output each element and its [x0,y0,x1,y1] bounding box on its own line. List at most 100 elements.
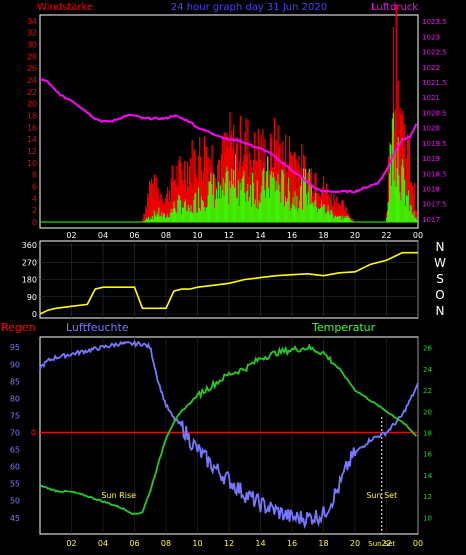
pressure-tick-label: 1022 [422,64,440,72]
pressure-tick-label: 1021.5 [422,79,447,87]
humidity-tick-label: 75 [10,411,20,420]
sunset-bottom-annotation: Sun Set [368,540,395,548]
compass-letter: N [436,240,445,254]
pressure-axis-title: Luftdruck [371,2,418,13]
wind-tick-label: 22 [27,88,37,97]
hour-label: 00 [413,231,423,240]
humidity-tick-label: 45 [10,514,20,523]
humidity-tick-label: 50 [10,497,20,506]
temperature-tick-label: 12 [423,493,432,501]
pressure-line [39,78,418,194]
humidity-tick-label: 70 [10,429,20,438]
wind-tick-label: 26 [27,64,37,73]
hour-label: 22 [381,231,391,240]
bottom-hour-label: 08 [161,539,171,548]
compass-letter: N [436,304,445,318]
sunrise-annotation: Sun Rise [101,491,136,500]
wind-tick-label: 12 [27,147,37,156]
humidity-tick-label: 85 [10,377,20,386]
rain-tick-label: 0 [31,429,36,438]
wind-tick-label: 20 [27,100,37,109]
compass-letter: O [435,288,444,302]
bottom-hour-label: 16 [287,539,297,548]
temperature-tick-label: 18 [423,430,432,438]
hour-label: 12 [224,231,234,240]
direction-tick-label: 180 [22,276,37,285]
graph-title: 24 hour graph day 31 Jun 2020 [171,2,327,13]
pressure-tick-label: 1023 [422,33,440,41]
tick-labels-layer: 024681012141618202224262830323410171017.… [10,17,447,548]
wind-axis-title: Windstärke [37,2,93,13]
direction-tick-label: 360 [22,241,37,250]
wind-tick-label: 10 [27,159,37,168]
bottom-hour-label: 18 [318,539,328,548]
temperature-line [39,343,418,516]
bottom-hour-label: 14 [255,539,265,548]
bottom-hour-label: 04 [98,539,108,548]
bottom-hour-label: 00 [413,539,423,548]
pressure-tick-label: 1017 [422,216,440,224]
hour-label: 18 [318,231,328,240]
humidity-tick-label: 55 [10,480,20,489]
rain-title: Regen [1,321,36,334]
pressure-tick-label: 1018.5 [422,170,447,178]
humidity-tick-label: 95 [10,343,20,352]
humidity-tick-label: 90 [10,360,20,369]
humidity-line [39,339,419,530]
pressure-tick-label: 1018 [422,186,440,194]
temperature-tick-label: 14 [423,472,432,480]
pressure-tick-label: 1017.5 [422,201,447,209]
pressure-tick-label: 1020 [422,125,440,133]
wind-pressure-panel [39,14,419,229]
temperature-tick-label: 10 [423,514,432,522]
wind-tick-label: 16 [27,123,37,132]
bottom-hour-label: 02 [66,539,76,548]
compass-letter: S [436,272,444,286]
wind-tick-label: 30 [27,41,37,50]
wind-tick-label: 24 [27,76,37,85]
pressure-tick-label: 1020.5 [422,109,447,117]
wind-tick-label: 2 [32,206,37,215]
humidity-tick-label: 65 [10,446,20,455]
wind-tick-label: 14 [27,135,37,144]
direction-tick-label: 270 [22,258,37,267]
direction-line [39,251,418,315]
humidity-tick-label: 80 [10,394,20,403]
temperature-tick-label: 26 [423,345,432,353]
bottom-hour-label: 22 [381,539,391,548]
wind-tick-label: 4 [32,194,37,203]
wind-tick-label: 18 [27,112,37,121]
pressure-tick-label: 1022.5 [422,49,447,57]
wind-tick-label: 0 [32,218,37,227]
wind-tick-label: 28 [27,52,37,61]
hour-label: 02 [66,231,76,240]
hour-label: 04 [98,231,108,240]
bottom-hour-label: 10 [192,539,202,548]
temperature-tick-label: 22 [423,387,432,395]
humidity-tick-label: 60 [10,463,20,472]
temperature-tick-label: 20 [423,408,432,416]
pressure-tick-label: 1021 [422,94,440,102]
compass-letter: W [434,256,446,270]
hour-label: 10 [192,231,202,240]
pressure-tick-label: 1019.5 [422,140,447,148]
grid-layer [40,241,419,534]
direction-tick-label: 0 [32,310,37,319]
hour-label: 14 [255,231,265,240]
wind-tick-label: 6 [32,183,37,192]
humidity-title: Luftfeuchte [66,321,129,334]
hour-label: 16 [287,231,297,240]
marks-layer [39,4,419,530]
bottom-hour-label: 06 [129,539,139,548]
pressure-tick-label: 1019 [422,155,440,163]
hour-label: 20 [350,231,360,240]
temperature-tick-label: 16 [423,451,432,459]
wind-tick-label: 34 [27,17,37,26]
bottom-hour-label: 20 [350,539,360,548]
wind-tick-label: 8 [32,171,37,180]
temperature-title: Temperatur [311,321,376,334]
direction-tick-label: 90 [27,293,37,302]
wind-tick-label: 32 [27,29,37,38]
